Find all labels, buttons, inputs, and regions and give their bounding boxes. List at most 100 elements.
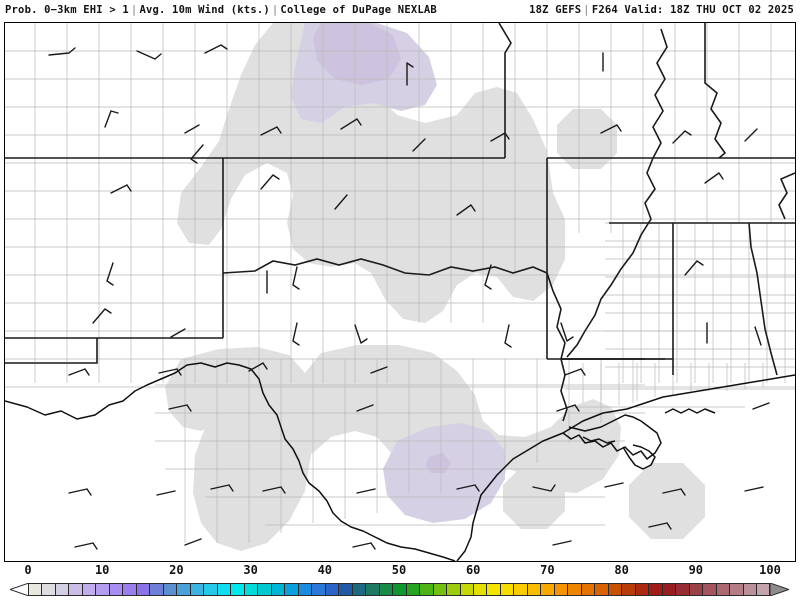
wind-barb <box>356 404 374 412</box>
colorbar-cell <box>216 583 231 596</box>
wind-barb <box>552 540 572 546</box>
state-boundaries-layer <box>5 23 795 422</box>
colorbar-cell <box>607 583 622 596</box>
wind-barb <box>532 484 556 492</box>
shading-contour-region <box>165 345 621 501</box>
colorbar-cell <box>324 583 339 596</box>
county-boundaries-layer <box>5 23 795 543</box>
wind-barb <box>352 542 376 550</box>
wind-barb <box>752 402 770 410</box>
colorbar-cell <box>540 583 554 596</box>
shading-contour-region <box>503 467 565 529</box>
wind-barb <box>158 368 182 376</box>
colorbar-cell <box>702 583 716 596</box>
colorbar-cell <box>230 583 244 596</box>
map-frame[interactable] <box>4 22 796 562</box>
colorbar-under-arrow <box>10 583 29 596</box>
probability-shading-layer <box>165 23 705 551</box>
colorbar-cell <box>675 583 689 596</box>
product-label: Prob. 0−3km EHI > 1 <box>5 4 129 16</box>
colorbar-cell <box>81 583 96 596</box>
state-border <box>652 28 668 159</box>
wind-barb <box>600 124 622 134</box>
colorbar-cell <box>486 583 500 596</box>
colorbar-tick-label: 0 <box>24 563 32 577</box>
header-bar: Prob. 0−3km EHI > 1 | Avg. 10m Wind (kts.)… <box>0 0 800 22</box>
wind-barb <box>564 368 586 376</box>
wind-barb <box>184 124 200 134</box>
colorbar-cell <box>284 583 298 596</box>
colorbar-cell <box>68 583 82 596</box>
wind-barb <box>684 260 704 276</box>
colorbar-cell <box>203 583 217 596</box>
wind-barb <box>292 322 300 346</box>
wind-barb <box>248 362 268 372</box>
colorbar-tick-label: 50 <box>391 563 407 577</box>
wind-barb <box>456 204 476 216</box>
colorbar-tick-label: 90 <box>688 563 704 577</box>
wind-barb <box>754 326 762 346</box>
state-border <box>222 258 548 276</box>
colorbar-cell <box>567 583 581 596</box>
wind-barb <box>48 47 76 56</box>
colorbar-cell <box>122 583 136 596</box>
colorbar-tick-label: 20 <box>169 563 184 577</box>
colorbar-cell <box>513 583 527 596</box>
state-border <box>566 157 656 358</box>
colorbar-tick-labels: 0 10 20 30 40 50 60 70 80 90 100 <box>0 562 800 580</box>
header-separator-2: | <box>271 4 279 16</box>
colorbar-cell <box>28 583 42 596</box>
wind-barb <box>334 194 348 210</box>
colorbar-cell <box>392 583 406 596</box>
header-right-text: 18Z GEFS | F264 Valid: 18Z THU OCT 02 2025 <box>529 4 794 16</box>
wind-barb <box>662 488 686 496</box>
wind-barb <box>744 486 764 492</box>
colorbar-tick-label: 80 <box>614 563 629 577</box>
wind-barb <box>484 264 492 290</box>
map-canvas[interactable] <box>5 23 795 561</box>
barrier-islands <box>582 436 616 444</box>
colorbar-tick-label: 30 <box>243 563 258 577</box>
colorbar-cell <box>351 583 366 596</box>
colorbar-cell <box>135 583 150 596</box>
wind-barb <box>170 328 186 338</box>
wind-barb <box>210 484 234 492</box>
colorbar-cell <box>297 583 312 596</box>
colorbar-cell <box>311 583 325 596</box>
colorbar-cell <box>365 583 379 596</box>
wind-barb <box>556 404 580 412</box>
colorbar-tick-label: 40 <box>317 563 333 577</box>
colorbar-cell <box>648 583 662 596</box>
wind-barb <box>406 62 414 86</box>
state-border <box>748 222 778 376</box>
wind-barb <box>744 128 758 142</box>
wind-barb <box>456 484 480 492</box>
wind-barb <box>106 262 114 286</box>
colorbar-cell <box>742 583 757 596</box>
wind-barbs-layer <box>48 44 770 550</box>
mississippi-delta-tip <box>622 444 656 470</box>
coastline-layer <box>5 362 795 561</box>
header-left-text: Prob. 0−3km EHI > 1 | Avg. 10m Wind (kts.)… <box>5 4 437 16</box>
wind-barb <box>504 324 512 348</box>
state-border <box>498 23 512 158</box>
colorbar-cell <box>405 583 420 596</box>
colorbar-cell <box>459 583 473 596</box>
colorbar-cell <box>189 583 204 596</box>
state-border <box>546 272 568 422</box>
wind-barb <box>104 110 119 128</box>
colorbar-cell <box>621 583 635 596</box>
colorbar-tick-label: 10 <box>94 563 110 577</box>
colorbar-cell <box>338 583 352 596</box>
wind-barb <box>204 44 228 54</box>
source-label: College of DuPage NEXLAB <box>280 4 437 16</box>
colorbar: 0 10 20 30 40 50 60 70 80 90 100 <box>0 562 800 600</box>
louisiana-delta <box>562 414 662 460</box>
colorbar-strip <box>28 583 770 596</box>
colorbar-cell <box>594 583 608 596</box>
wind-barb <box>68 368 90 376</box>
colorbar-cell <box>41 583 55 596</box>
coastal-bays <box>664 408 716 414</box>
wind-barb <box>354 324 368 344</box>
wind-barb <box>68 488 92 496</box>
